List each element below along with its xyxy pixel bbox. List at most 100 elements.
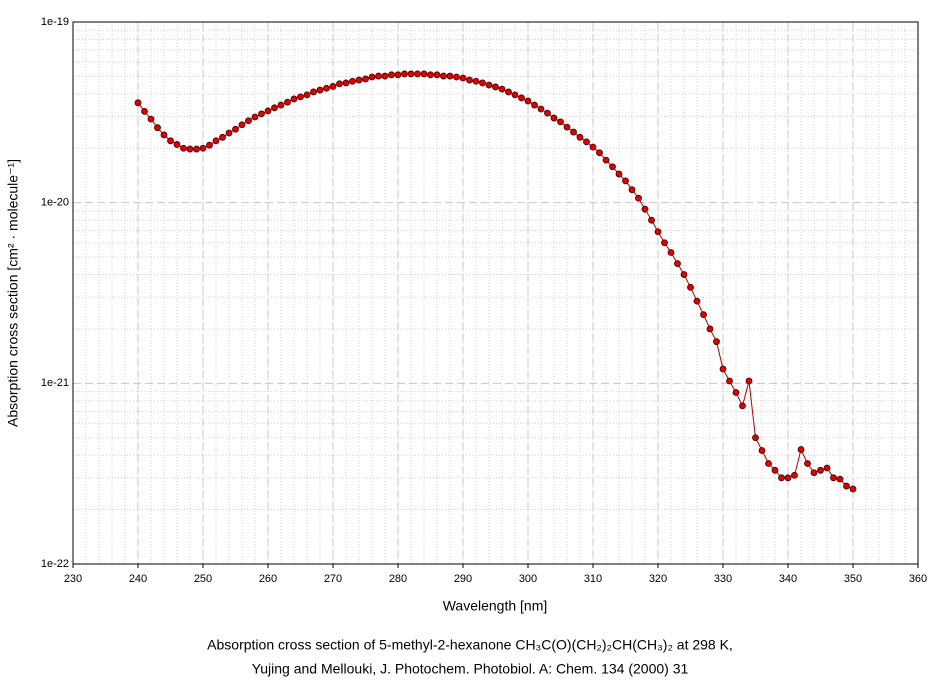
data-point — [849, 485, 857, 493]
data-point — [576, 133, 584, 141]
data-point — [173, 141, 181, 148]
data-point — [485, 81, 493, 89]
data-point — [758, 447, 766, 454]
data-point — [381, 72, 389, 80]
x-tick-label: 250 — [194, 573, 212, 585]
data-point — [193, 145, 200, 153]
data-point — [843, 482, 850, 490]
data-point — [349, 77, 356, 85]
data-point — [752, 434, 759, 442]
y-tick-label: 1e-20 — [41, 197, 69, 209]
data-point — [368, 73, 376, 81]
x-tick-label: 260 — [259, 573, 277, 585]
data-point — [219, 133, 226, 141]
data-point — [420, 70, 428, 78]
data-point — [641, 205, 649, 213]
data-point — [134, 99, 142, 107]
data-point — [401, 70, 408, 78]
data-point — [791, 471, 798, 479]
data-point — [680, 271, 688, 278]
data-point — [778, 474, 785, 482]
data-point — [375, 72, 382, 80]
data-point — [726, 377, 733, 385]
data-point — [745, 377, 753, 385]
y-tick-label: 1e-22 — [41, 558, 69, 570]
data-point — [238, 121, 246, 129]
data-point — [784, 474, 792, 482]
data-point — [550, 114, 558, 122]
data-point — [557, 118, 564, 126]
data-point — [810, 469, 818, 477]
data-point — [180, 144, 187, 152]
x-tick-label: 330 — [714, 573, 732, 585]
data-point — [225, 129, 233, 137]
y-axis-label: Absorption cross section [cm² · molecule… — [5, 159, 21, 427]
data-point — [628, 186, 636, 194]
data-point — [661, 239, 668, 247]
data-point — [264, 107, 272, 115]
data-point — [472, 77, 480, 85]
data-line — [137, 73, 854, 490]
data-point — [531, 101, 538, 109]
data-point — [648, 216, 655, 224]
data-point — [362, 75, 369, 83]
x-tick-label: 350 — [844, 573, 862, 585]
data-point — [251, 113, 259, 121]
data-point — [141, 108, 148, 115]
data-point — [830, 474, 837, 482]
data-point — [290, 95, 298, 103]
data-point — [427, 71, 434, 79]
chart-title: Absorption cross section of 5-methyl-2-h… — [207, 637, 733, 653]
data-point — [407, 70, 415, 78]
data-point — [804, 460, 811, 467]
data-point — [245, 117, 252, 125]
data-point — [674, 260, 681, 267]
data-point — [154, 124, 161, 132]
data-point — [609, 163, 616, 171]
data-point — [823, 464, 831, 472]
data-point — [635, 194, 642, 202]
data-point — [433, 71, 441, 79]
data-point — [706, 325, 714, 333]
data-point — [498, 85, 506, 93]
data-point — [518, 94, 525, 102]
x-tick-label: 290 — [454, 573, 472, 585]
y-tick-label: 1e-21 — [41, 377, 69, 389]
data-point — [589, 143, 597, 151]
data-point — [284, 98, 291, 106]
data-point — [147, 115, 155, 123]
data-point — [544, 109, 551, 117]
data-point — [160, 131, 168, 139]
data-point — [765, 460, 772, 467]
data-point — [232, 125, 239, 133]
x-tick-label: 320 — [649, 573, 667, 585]
data-point — [342, 79, 350, 87]
plot-frame — [72, 21, 919, 565]
data-point — [797, 446, 805, 453]
data-point — [524, 97, 532, 105]
data-point — [817, 466, 824, 474]
x-tick-label: 230 — [64, 573, 82, 585]
data-point — [693, 297, 701, 305]
chart-subtitle: Yujing and Mellouki, J. Photochem. Photo… — [252, 661, 689, 677]
data-point — [453, 73, 460, 81]
data-point — [713, 338, 720, 346]
x-tick-label: 280 — [389, 573, 407, 585]
data-point — [414, 70, 421, 78]
data-point — [602, 156, 610, 164]
data-point — [303, 91, 311, 99]
x-axis-label: Wavelength [nm] — [443, 598, 548, 614]
data-point — [622, 177, 629, 185]
data-point — [732, 389, 740, 396]
data-point — [615, 170, 623, 178]
data-point — [563, 123, 571, 131]
data-point — [329, 83, 337, 90]
data-point — [316, 86, 324, 94]
data-point — [459, 74, 467, 82]
data-point — [739, 402, 746, 410]
y-tick-label: 1e-19 — [41, 16, 69, 28]
data-point — [336, 80, 343, 88]
x-tick-label: 270 — [324, 573, 342, 585]
data-point — [583, 138, 590, 146]
